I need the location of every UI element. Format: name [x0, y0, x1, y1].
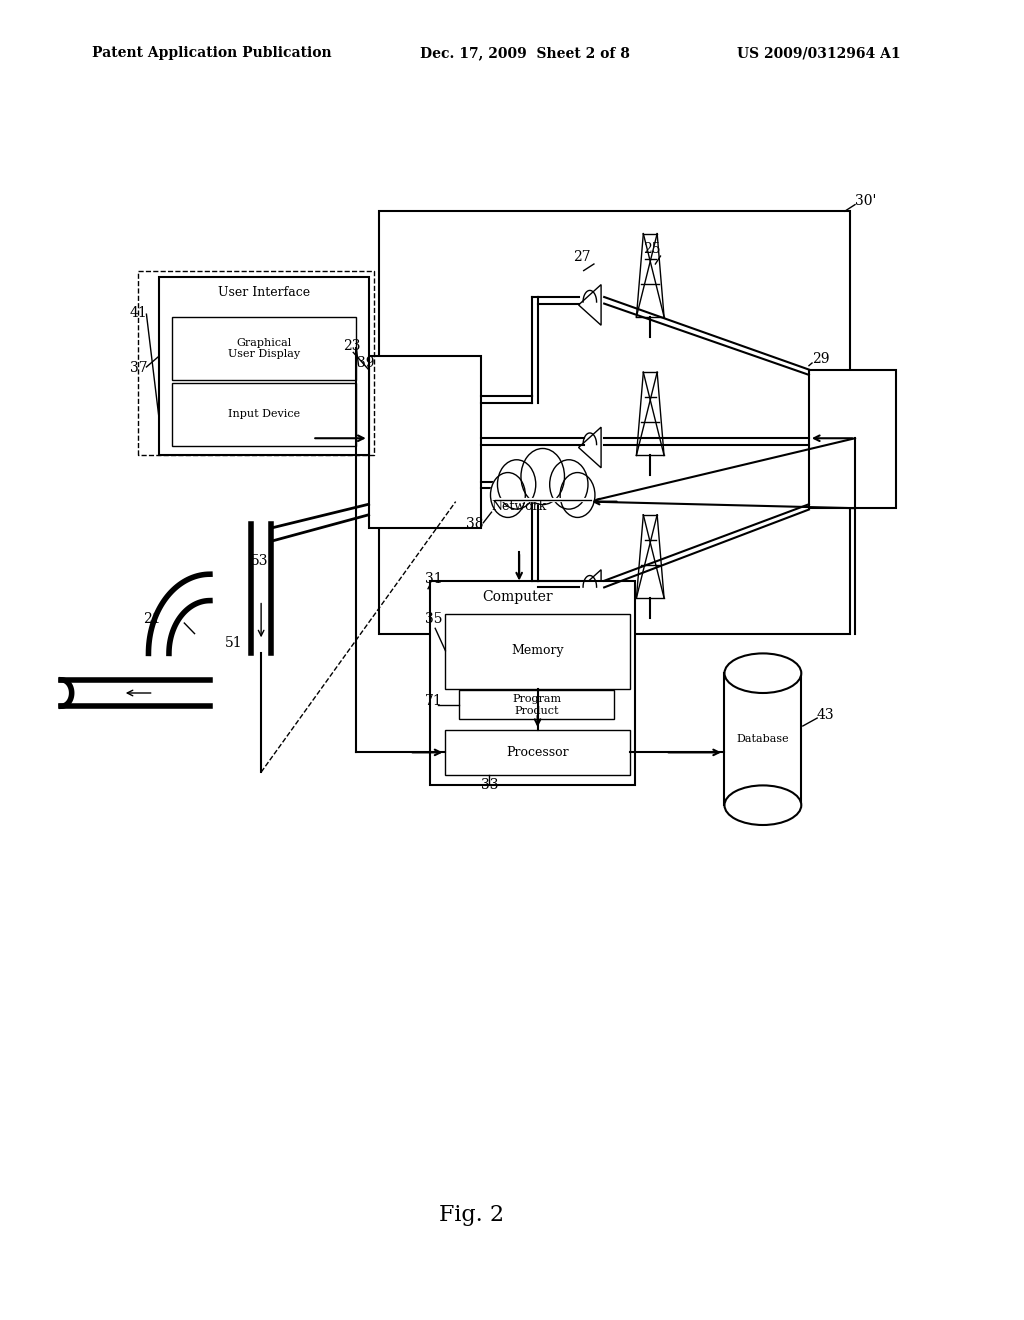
Text: Processor: Processor [506, 746, 569, 759]
FancyBboxPatch shape [159, 277, 369, 455]
FancyBboxPatch shape [172, 383, 356, 446]
Text: 31: 31 [425, 573, 442, 586]
Ellipse shape [725, 653, 801, 693]
FancyBboxPatch shape [725, 673, 801, 805]
FancyBboxPatch shape [809, 370, 896, 508]
Text: 21: 21 [143, 612, 161, 626]
Text: Memory: Memory [511, 644, 564, 657]
Text: US 2009/0312964 A1: US 2009/0312964 A1 [737, 46, 901, 61]
Text: Fig. 2: Fig. 2 [438, 1204, 504, 1226]
Text: 30': 30' [855, 194, 877, 207]
Circle shape [521, 449, 564, 504]
FancyBboxPatch shape [459, 690, 614, 719]
Text: 25: 25 [643, 243, 660, 256]
FancyBboxPatch shape [445, 730, 630, 775]
Text: 35: 35 [425, 612, 442, 626]
Text: 37: 37 [130, 362, 147, 375]
FancyBboxPatch shape [445, 614, 630, 689]
Text: Computer: Computer [482, 590, 552, 605]
Text: 33: 33 [481, 779, 499, 792]
Polygon shape [579, 285, 601, 325]
Text: 27: 27 [573, 251, 591, 264]
Text: Input Device: Input Device [228, 409, 300, 420]
Circle shape [490, 473, 525, 517]
FancyBboxPatch shape [369, 356, 481, 528]
FancyBboxPatch shape [379, 211, 850, 634]
Text: User Interface: User Interface [218, 286, 310, 300]
Text: 51: 51 [225, 636, 243, 649]
Text: 38: 38 [466, 517, 483, 531]
Polygon shape [579, 428, 601, 467]
Ellipse shape [725, 785, 801, 825]
Text: Program
Product: Program Product [512, 694, 561, 715]
Text: 41: 41 [130, 306, 147, 319]
Text: Network: Network [492, 500, 547, 513]
Text: 71: 71 [425, 694, 442, 708]
Circle shape [560, 473, 595, 517]
Text: Patent Application Publication: Patent Application Publication [92, 46, 332, 61]
Text: Graphical
User Display: Graphical User Display [228, 338, 300, 359]
Text: 29: 29 [812, 352, 829, 366]
Polygon shape [579, 570, 601, 610]
Text: Database: Database [736, 734, 790, 744]
Text: 23: 23 [343, 339, 360, 352]
Text: 43: 43 [816, 709, 834, 722]
Text: 53: 53 [251, 554, 268, 568]
Circle shape [550, 459, 588, 510]
Circle shape [498, 459, 536, 510]
FancyBboxPatch shape [430, 581, 635, 785]
FancyBboxPatch shape [172, 317, 356, 380]
Text: 39: 39 [357, 356, 375, 370]
Text: Dec. 17, 2009  Sheet 2 of 8: Dec. 17, 2009 Sheet 2 of 8 [420, 46, 630, 61]
